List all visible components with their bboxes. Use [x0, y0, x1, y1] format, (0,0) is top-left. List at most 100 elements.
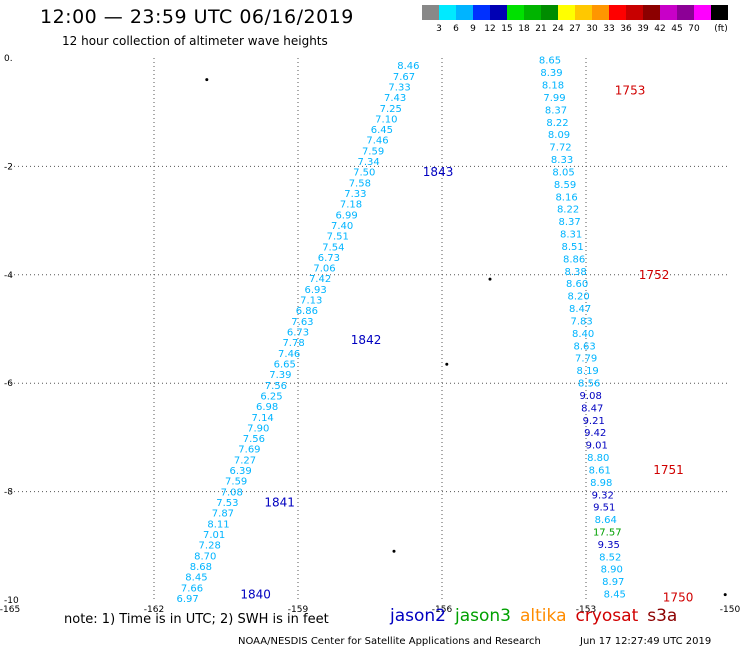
- wave-height-value: 9.35: [598, 540, 620, 551]
- color-bin-label: 33: [603, 24, 614, 34]
- wave-height-value: 8.05: [552, 167, 574, 178]
- color-bin: [711, 5, 728, 20]
- wave-height-value: 8.37: [558, 217, 580, 228]
- land-features: [205, 78, 727, 597]
- wave-height-value: 8.20: [567, 292, 589, 303]
- color-bin-label: 3: [436, 24, 442, 34]
- color-bin: [592, 5, 609, 20]
- x-tick-label: -156: [432, 605, 453, 615]
- wave-height-value: 7.87: [212, 509, 234, 520]
- pass-time-label: 1750: [663, 590, 694, 604]
- wave-height-value: 8.33: [551, 155, 573, 166]
- wave-height-value: 7.14: [252, 413, 274, 424]
- y-tick-label: -2: [4, 162, 13, 172]
- x-tick-label: -150: [720, 605, 740, 615]
- wave-height-value: 8.38: [564, 267, 586, 278]
- wave-height-value: 9.32: [592, 490, 614, 501]
- y-tick-label: -8: [4, 488, 13, 498]
- wave-height-value: 7.59: [362, 146, 384, 157]
- color-bin-label: 30: [586, 24, 598, 34]
- wave-height-value: 8.63: [574, 341, 596, 352]
- page-title: 12:00 — 23:59 UTC 06/16/2019: [40, 6, 354, 28]
- color-bin: [524, 5, 541, 20]
- wave-height-value: 7.10: [375, 114, 397, 125]
- wave-height-value: 7.39: [269, 370, 291, 381]
- wave-height-value: 6.25: [260, 391, 282, 402]
- wave-height-value: 7.40: [331, 221, 353, 232]
- wave-height-value: 8.16: [555, 192, 577, 203]
- satellite-legend-item: s3a: [647, 606, 678, 626]
- map-grid: [10, 58, 730, 600]
- wave-height-value: 8.80: [587, 453, 609, 464]
- color-unit-label: (ft): [714, 24, 728, 34]
- wave-height-value: 8.22: [557, 205, 579, 216]
- wave-height-value: 8.37: [545, 105, 567, 116]
- wave-height-value: 8.64: [595, 515, 617, 526]
- satellite-passes: 6.977.668.458.688.707.287.018.117.877.53…: [176, 56, 693, 605]
- y-tick-label: 0.: [4, 54, 13, 64]
- color-bin: [507, 5, 524, 20]
- wave-height-value: 9.51: [593, 503, 615, 514]
- color-bin-label: 9: [470, 24, 476, 34]
- pass-time-label: 1842: [351, 333, 382, 347]
- color-bin-label: 27: [569, 24, 580, 34]
- wave-height-value: 7.78: [282, 338, 304, 349]
- satellite-legend-item: altika: [520, 606, 567, 626]
- wave-height-value: 8.45: [604, 590, 626, 601]
- x-tick-label: -153: [576, 605, 596, 615]
- color-bin-label: 15: [501, 24, 512, 34]
- wave-height-value: 8.98: [590, 478, 612, 489]
- wave-height-value: 17.57: [593, 528, 622, 539]
- wave-height-value: 8.68: [190, 562, 212, 573]
- generated-timestamp: Jun 17 12:27:49 UTC 2019: [580, 636, 712, 647]
- wave-height-value: 6.86: [296, 306, 318, 317]
- wave-height-value: 8.97: [602, 577, 624, 588]
- wave-height-value: 6.93: [305, 285, 327, 296]
- wave-height-value: 7.06: [313, 264, 335, 275]
- wave-height-value: 8.11: [207, 519, 229, 530]
- wave-height-value: 6.65: [274, 359, 296, 370]
- color-bin-label: 45: [671, 24, 682, 34]
- wave-height-value: 8.86: [563, 254, 585, 265]
- color-scale-legend: 3 6 9 12 15 18 21 24 27 30 33 36 39 42 45 70 (ft): [422, 5, 728, 34]
- wave-height-value: 8.70: [194, 551, 216, 562]
- wave-height-value: 8.19: [577, 366, 599, 377]
- wave-height-value: 6.98: [256, 402, 278, 413]
- wave-height-value: 9.01: [586, 441, 608, 452]
- color-bin: [541, 5, 558, 20]
- color-bin: [643, 5, 660, 20]
- island-mark: [488, 277, 492, 281]
- wave-height-value: 8.40: [572, 329, 594, 340]
- satellite-legend-item: jason2: [390, 606, 446, 626]
- wave-height-value: 7.08: [221, 487, 243, 498]
- y-tick-label: -10: [4, 596, 19, 606]
- color-bin: [626, 5, 643, 20]
- wave-height-value: 8.60: [566, 279, 588, 290]
- wave-height-value: 8.18: [542, 81, 564, 92]
- wave-height-value: 8.46: [397, 61, 419, 72]
- wave-height-value: 8.56: [578, 379, 600, 390]
- color-bin-label: 70: [688, 24, 700, 34]
- wave-height-value: 7.67: [393, 72, 415, 83]
- wave-height-value: 7.43: [384, 93, 406, 104]
- wave-height-value: 7.46: [366, 136, 388, 147]
- color-bin-label: 18: [518, 24, 530, 34]
- pass-time-label: 1752: [639, 268, 670, 282]
- wave-height-value: 9.21: [583, 416, 605, 427]
- pass-time-label: 1751: [653, 463, 684, 477]
- axis-ticks: -165 -162 -159 -156 -153 -150 0. -2 -4 -6 -8 -10: [0, 54, 740, 615]
- x-tick-label: -159: [288, 605, 309, 615]
- wave-height-value: 8.47: [569, 304, 591, 315]
- wave-height-value: 7.13: [300, 296, 322, 307]
- wave-height-value: 6.99: [335, 210, 357, 221]
- wave-height-value: 7.42: [309, 274, 331, 285]
- wave-height-value: 7.25: [380, 104, 402, 115]
- wave-height-value: 8.45: [185, 573, 207, 584]
- color-bin-label: 6: [453, 24, 459, 34]
- wave-height-value: 8.22: [546, 118, 568, 129]
- wave-height-value: 7.69: [238, 445, 260, 456]
- color-bin-label: 36: [620, 24, 632, 34]
- wave-height-value: 6.73: [318, 253, 340, 264]
- wave-height-value: 6.39: [229, 466, 251, 477]
